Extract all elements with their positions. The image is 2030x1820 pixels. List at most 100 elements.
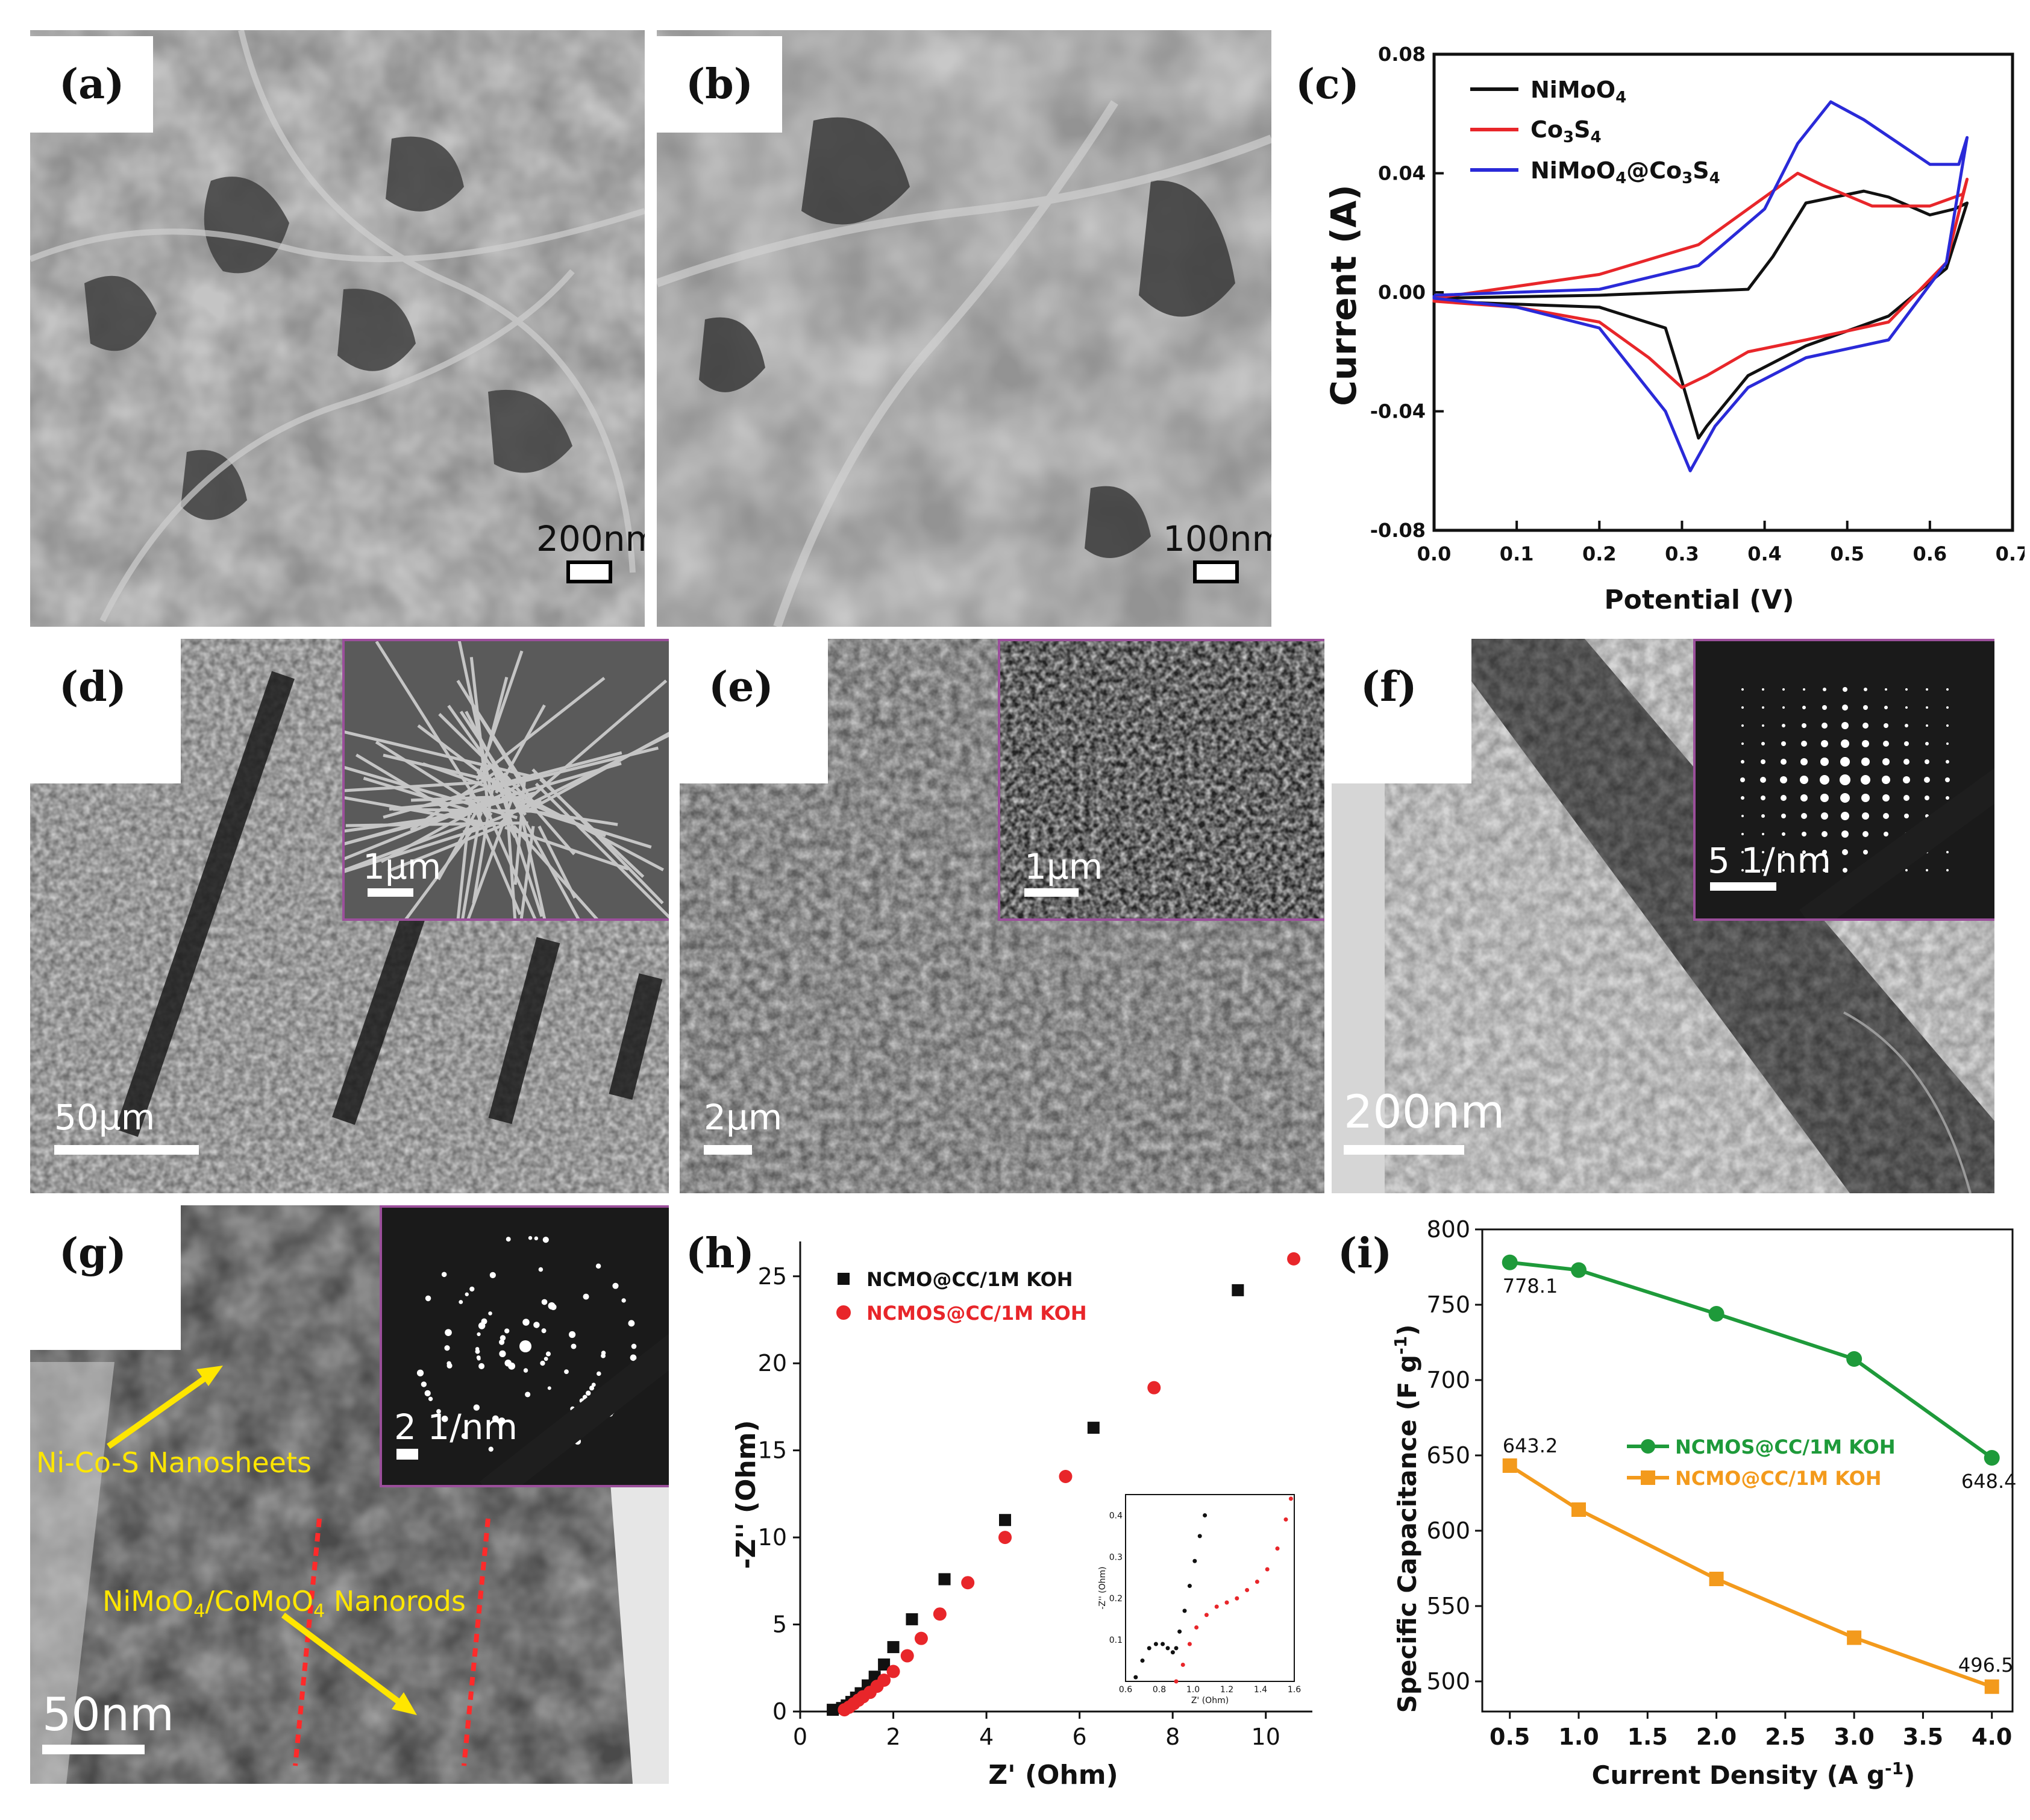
inset-data-point xyxy=(1224,1600,1229,1605)
diffraction-spot xyxy=(1925,795,1929,800)
nanowire xyxy=(495,746,659,789)
diffraction-spot xyxy=(1861,794,1870,802)
diffraction-spot xyxy=(508,1362,516,1370)
data-point xyxy=(998,1531,1012,1545)
data-label: 778.1 xyxy=(1503,1275,1558,1298)
diffraction-spot xyxy=(534,1236,539,1241)
diffraction-spot xyxy=(538,1267,544,1272)
data-point xyxy=(933,1607,947,1621)
scale-bar xyxy=(566,560,612,583)
diffraction-spot xyxy=(1925,759,1929,764)
legend-label: NCMO@CC/1M KOH xyxy=(866,1268,1073,1291)
x-tick-label: 2 xyxy=(886,1724,900,1750)
panel-label: (h) xyxy=(680,1205,760,1302)
panel-label: (d) xyxy=(30,639,181,783)
panel-label: (a) xyxy=(30,36,154,133)
inset-data-point xyxy=(1165,1646,1170,1651)
nanowire xyxy=(519,826,535,918)
inset-scale-label: 2 1/nm xyxy=(394,1407,518,1448)
diffraction-spot xyxy=(478,1363,485,1369)
diffraction-spot xyxy=(1820,758,1829,766)
diffraction-pattern xyxy=(1740,687,1994,918)
nanowire xyxy=(389,797,501,811)
scale-bar xyxy=(704,1145,752,1155)
diffraction-spot xyxy=(1861,775,1870,785)
data-point xyxy=(877,1674,891,1687)
diffraction-spot xyxy=(533,1322,540,1328)
diffraction-spot xyxy=(630,1354,637,1361)
data-point xyxy=(886,1665,900,1678)
legend-label-nimoo4: NiMoO4 xyxy=(1530,77,1626,107)
nanowire xyxy=(461,810,483,918)
inset-data-point xyxy=(1133,1675,1138,1680)
y-tick-label: 650 xyxy=(1426,1442,1470,1469)
nanowire xyxy=(475,650,524,781)
diffraction-spot xyxy=(421,1381,427,1387)
diffraction-spot xyxy=(1760,777,1766,783)
scale-bar-label: 50nm xyxy=(42,1687,174,1741)
diffraction-spot xyxy=(541,1328,547,1334)
legend-label-composite: NiMoO4@Co3S4 xyxy=(1530,157,1720,187)
diffraction-spot xyxy=(1882,776,1890,784)
inset-scale-label: 5 1/nm xyxy=(1708,840,1832,881)
nanowire xyxy=(375,741,493,817)
diffraction-spot xyxy=(424,1390,431,1396)
y-tick-label: -0.04 xyxy=(1370,400,1426,423)
x-tick-label: 10 xyxy=(1252,1724,1280,1750)
panel-label: (e) xyxy=(680,639,828,783)
y-tick-label: 0.04 xyxy=(1378,162,1426,185)
nyquist-chart: 0 2 4 6 8 10 0 5 10 15 20 25 -Z'' (Ohm) Z' (Ohm) NC… xyxy=(731,1241,1312,1790)
diffraction-spot xyxy=(1841,812,1849,820)
nanowire xyxy=(345,730,533,778)
nanowire-inset xyxy=(345,641,669,918)
data-point xyxy=(1571,1502,1586,1517)
diffraction-spot xyxy=(498,1417,506,1425)
data-point xyxy=(827,1704,839,1716)
scale-bar-label: 2μm xyxy=(704,1097,783,1138)
legend: NCMOS@CC/1M KOH NCMO@CC/1M KOH xyxy=(1627,1436,1896,1490)
diffraction-spot xyxy=(1821,812,1828,820)
plot-frame xyxy=(1481,1228,2014,1713)
diffraction-spot xyxy=(1741,688,1744,691)
scale-bar xyxy=(42,1745,145,1754)
diffraction-spot xyxy=(564,1369,569,1375)
data-point xyxy=(906,1613,918,1625)
diffraction-spot xyxy=(1841,722,1849,729)
diffraction-spot xyxy=(1803,869,1805,871)
y-tick-label: 600 xyxy=(1426,1517,1470,1544)
diffraction-spot xyxy=(488,1446,493,1452)
diffraction-spot xyxy=(540,1360,545,1366)
nanowire xyxy=(393,808,535,813)
diffraction-spot xyxy=(1741,742,1744,745)
inset-scale-bar xyxy=(368,888,413,897)
inset-data-point xyxy=(1288,1496,1293,1501)
x-tick-label: 1.0 xyxy=(1558,1724,1599,1750)
legend-label: NCMOS@CC/1M KOH xyxy=(866,1302,1087,1325)
y-tick-label: 5 xyxy=(772,1611,787,1638)
scale-bar xyxy=(1344,1145,1464,1155)
inset-scale-bar xyxy=(1710,882,1776,891)
data-point xyxy=(878,1658,891,1671)
y-axis-title: Specific Capacitance (F g-1) xyxy=(1391,1325,1422,1713)
diffraction-spot xyxy=(446,1361,451,1366)
nanowire xyxy=(437,811,477,880)
dashed-boundary xyxy=(462,1518,490,1766)
diffraction-spot xyxy=(621,1298,626,1303)
diffraction-spot xyxy=(1841,830,1849,838)
data-point xyxy=(961,1576,975,1590)
diffraction-spot xyxy=(1781,795,1787,801)
inset-data-point xyxy=(1203,1513,1208,1517)
nanowire xyxy=(498,679,668,826)
inset-x-tick-label: 0.6 xyxy=(1119,1685,1132,1695)
y-tick-label: 20 xyxy=(758,1350,787,1376)
inset-data-point xyxy=(1245,1587,1250,1592)
data-point xyxy=(1502,1254,1518,1270)
data-point xyxy=(1984,1450,2000,1466)
diffraction-spot xyxy=(523,1368,528,1373)
diffraction-spot xyxy=(436,1409,441,1414)
diffraction-spot xyxy=(522,1319,530,1326)
x-tick-label: 0 xyxy=(793,1724,807,1750)
diffraction-spot xyxy=(1761,814,1765,818)
x-tick-label: 1.5 xyxy=(1627,1724,1668,1750)
inset-x-title: Z' (Ohm) xyxy=(1191,1696,1229,1705)
